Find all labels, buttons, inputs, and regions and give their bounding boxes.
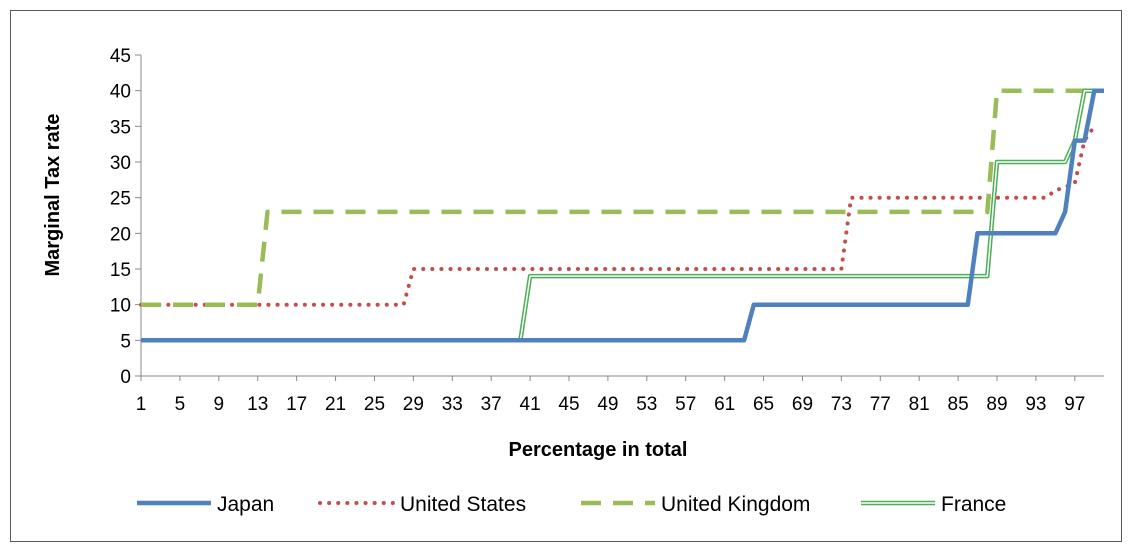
y-tick-label: 15	[110, 260, 131, 281]
y-tick-label: 0	[120, 367, 131, 388]
legend-label-united-kingdom: United Kingdom	[661, 493, 810, 516]
chart-frame: 0 5 10 15 20 25 30 35 40 45 1 5 9 13 17 21 25 29 33 37 41 45…	[10, 10, 1122, 542]
y-tick-label: 25	[110, 189, 131, 210]
axes	[140, 55, 1104, 377]
x-tick-label: 89	[986, 394, 1007, 415]
x-tick-label: 25	[364, 394, 385, 415]
series-united-states	[139, 124, 1097, 307]
series-line-united-kingdom	[141, 88, 1104, 307]
x-tick-label: 65	[753, 394, 774, 415]
x-tick-labels: 1 5 9 13 17 21 25 29 33 37 41 45 49 53 57 61 65 69 73 77 81 8…	[136, 376, 1085, 415]
x-tick-label: 93	[1025, 394, 1046, 415]
x-tick-label: 41	[520, 394, 541, 415]
x-tick-label: 81	[909, 394, 930, 415]
legend-item-united-kingdom: United Kingdom	[581, 493, 810, 516]
y-tick-labels: 0 5 10 15 20 25 30 35 40 45	[110, 46, 141, 388]
series-line-japan	[141, 88, 1104, 343]
x-tick-label: 85	[948, 394, 969, 415]
x-tick-label: 53	[636, 394, 657, 415]
x-tick-label: 97	[1064, 394, 1085, 415]
legend: Japan United States United Kingdom France	[137, 493, 1006, 516]
y-axis-label: Marginal Tax rate	[42, 113, 64, 276]
x-tick-label: 37	[481, 394, 502, 415]
x-tick-label: 21	[325, 394, 346, 415]
x-tick-label: 29	[403, 394, 424, 415]
legend-label-united-states: United States	[400, 493, 526, 516]
legend-item-france: France	[861, 493, 1006, 516]
y-tick-label: 30	[110, 153, 131, 174]
y-tick-label: 20	[110, 224, 131, 245]
x-tick-label: 69	[792, 394, 813, 415]
x-tick-label: 73	[831, 394, 852, 415]
series-japan	[141, 88, 1104, 343]
y-tick-label: 45	[110, 46, 131, 67]
x-tick-label: 1	[136, 394, 147, 415]
x-tick-label: 9	[214, 394, 225, 415]
x-tick-label: 13	[247, 394, 268, 415]
series-line-united-states	[139, 124, 1097, 307]
legend-label-japan: Japan	[217, 493, 274, 516]
x-tick-label: 33	[442, 394, 463, 415]
legend-label-france: France	[941, 493, 1006, 516]
y-tick-label: 40	[110, 82, 131, 103]
y-tick-label: 35	[110, 117, 131, 138]
legend-item-united-states: United States	[318, 493, 526, 516]
x-tick-label: 17	[286, 394, 307, 415]
x-tick-label: 45	[558, 394, 579, 415]
x-tick-label: 57	[675, 394, 696, 415]
x-tick-label: 5	[175, 394, 186, 415]
x-axis-label: Percentage in total	[509, 439, 688, 461]
legend-item-japan: Japan	[137, 493, 274, 516]
x-tick-label: 61	[714, 394, 735, 415]
y-tick-label: 5	[120, 331, 131, 352]
series-line-inner-france	[141, 89, 1104, 342]
series-united-kingdom	[141, 88, 1104, 307]
y-tick-label: 10	[110, 296, 131, 317]
x-tick-label: 77	[870, 394, 891, 415]
series-france	[141, 88, 1104, 343]
x-tick-label: 49	[597, 394, 618, 415]
series-lines	[139, 88, 1104, 343]
